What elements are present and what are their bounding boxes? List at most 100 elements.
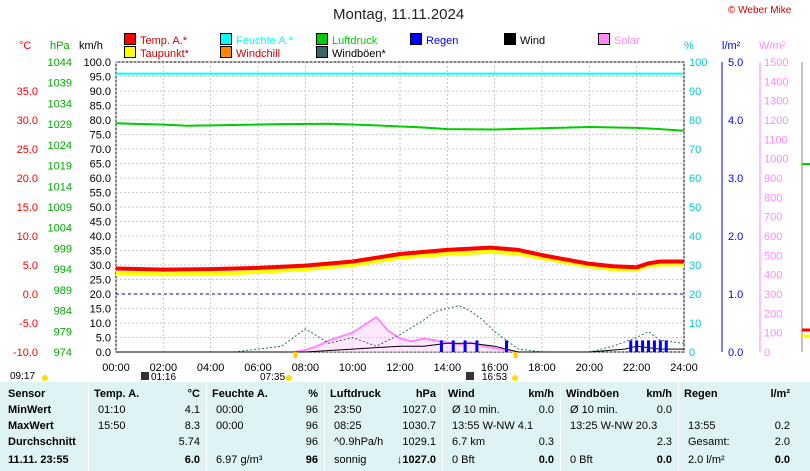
section-unit: °C xyxy=(187,388,200,400)
hum-tick-label: 0 xyxy=(689,347,695,359)
moon-icon xyxy=(141,372,149,380)
x-tick-label: 18:00 xyxy=(528,362,556,374)
press-tick-label: 979 xyxy=(54,326,72,338)
wind-tick-label: 20.0 xyxy=(90,289,111,301)
wind-tick-label: 25.0 xyxy=(90,275,111,287)
table-cell: 4.1 xyxy=(184,404,200,416)
legend-swatch xyxy=(316,46,328,58)
series-line xyxy=(295,316,516,353)
column-divider xyxy=(678,382,679,471)
column-divider xyxy=(560,382,561,471)
legend-swatch xyxy=(220,46,232,58)
moonset-label: 01:16 xyxy=(151,372,177,383)
rain-bar xyxy=(463,340,467,352)
press-tick-label: 1009 xyxy=(48,202,72,214)
row-label: Sensor xyxy=(8,388,46,400)
legend-label: Solar xyxy=(614,35,640,47)
table-cell: 96 xyxy=(305,420,318,432)
legend-label: Windböen* xyxy=(332,48,386,60)
solar-tick-label: 1400 xyxy=(764,76,788,88)
table-cell: 13:55 xyxy=(688,420,716,432)
table-cell: 5.74 xyxy=(178,436,200,448)
rain-bar xyxy=(451,340,455,352)
wind-tick-label: 95.0 xyxy=(90,72,111,84)
solar-tick-label: 700 xyxy=(764,212,782,224)
legend-label: Luftdruck xyxy=(332,35,378,47)
legend-item: Wind xyxy=(504,33,545,47)
x-tick-label: 08:00 xyxy=(292,362,320,374)
series-line xyxy=(116,342,684,353)
section-header: Wind xyxy=(448,388,475,400)
credit-label[interactable]: © Weber Mike xyxy=(728,5,792,16)
solar-tick-label: 300 xyxy=(764,289,782,301)
hum-tick-label: 100 xyxy=(689,57,707,69)
solar-tick-label: 1500 xyxy=(764,57,788,69)
legend-item: Windböen* xyxy=(316,46,386,60)
hum-tick-label: 90 xyxy=(689,86,701,98)
table-cell: Gesamt: xyxy=(688,436,730,448)
unit-solar: W/m² xyxy=(759,40,786,52)
legend-swatch xyxy=(124,33,136,45)
legend-item: Regen xyxy=(410,33,458,47)
legend-label: Wind xyxy=(520,35,546,47)
wind-tick-label: 5.0 xyxy=(96,333,111,345)
rain-tick-label: 2.0 xyxy=(728,231,743,243)
solar-tick-label: 400 xyxy=(764,270,782,282)
wind-tick-label: 85.0 xyxy=(90,101,111,113)
press-tick-label: 1024 xyxy=(48,140,72,152)
legend-swatch xyxy=(220,33,232,45)
temp-tick-label: 15.0 xyxy=(17,202,38,214)
legend-label: Feuchte A.* xyxy=(236,35,293,47)
press-tick-label: 994 xyxy=(54,264,72,276)
row-label: Durchschnitt xyxy=(8,436,76,448)
table-cell: 13:25 W-NW 20.3 xyxy=(570,420,658,432)
press-tick-label: 1019 xyxy=(48,161,72,173)
hum-tick-label: 10 xyxy=(689,318,701,330)
table-cell: 15:50 xyxy=(98,420,126,432)
wind-tick-label: 0.0 xyxy=(96,347,111,359)
table-cell: Ø 10 min. xyxy=(452,404,500,416)
table-cell: 0.0 xyxy=(656,454,672,466)
solar-tick-label: 1000 xyxy=(764,154,788,166)
wind-tick-label: 75.0 xyxy=(90,130,111,142)
section-unit: hPa xyxy=(415,388,436,400)
legend-swatch xyxy=(598,33,610,45)
solar-tick-label: 200 xyxy=(764,308,782,320)
table-cell: 00:00 xyxy=(216,420,244,432)
row-label: MinWert xyxy=(8,404,52,416)
section-header: Regen xyxy=(684,388,718,400)
temp-tick-label: 5.0 xyxy=(23,260,38,272)
series-line xyxy=(115,245,684,272)
unit-temp: °C xyxy=(19,40,32,52)
table-cell: Ø 10 min. xyxy=(570,404,618,416)
table-cell: ↓1027.0 xyxy=(396,454,436,466)
series-line xyxy=(115,122,685,132)
press-tick-label: 999 xyxy=(54,243,72,255)
sunrise-marker xyxy=(293,352,298,358)
solar-tick-label: 800 xyxy=(764,192,782,204)
wind-tick-label: 50.0 xyxy=(90,202,111,214)
hum-tick-label: 80 xyxy=(689,115,701,127)
legend-swatch xyxy=(410,33,422,45)
sunrise-label: 07:35 xyxy=(260,372,286,383)
solar-tick-label: 900 xyxy=(764,173,782,185)
rain-bar xyxy=(629,340,633,352)
rain-bar xyxy=(664,340,668,352)
section-unit: km/h xyxy=(646,388,672,400)
temp-tick-label: 10.0 xyxy=(17,231,38,243)
stats-table: Sensor MinWert MaxWert Durchschnitt 11.11. 2… xyxy=(0,382,810,471)
press-tick-label: 1034 xyxy=(48,98,72,110)
table-cell: 6.0 xyxy=(184,454,200,466)
unit-hum: % xyxy=(684,40,694,52)
x-tick-label: 10:00 xyxy=(339,362,367,374)
column-divider xyxy=(206,382,207,471)
press-tick-label: 1004 xyxy=(48,223,72,235)
solar-tick-label: 100 xyxy=(764,328,782,340)
table-cell: 00:00 xyxy=(216,404,244,416)
table-cell: 0.0 xyxy=(538,404,554,416)
table-cell: 2.3 xyxy=(656,436,672,448)
table-cell: 1030.7 xyxy=(402,420,436,432)
wind-tick-label: 55.0 xyxy=(90,188,111,200)
wind-tick-label: 100.0 xyxy=(83,57,111,69)
table-cell: 1027.0 xyxy=(402,404,436,416)
